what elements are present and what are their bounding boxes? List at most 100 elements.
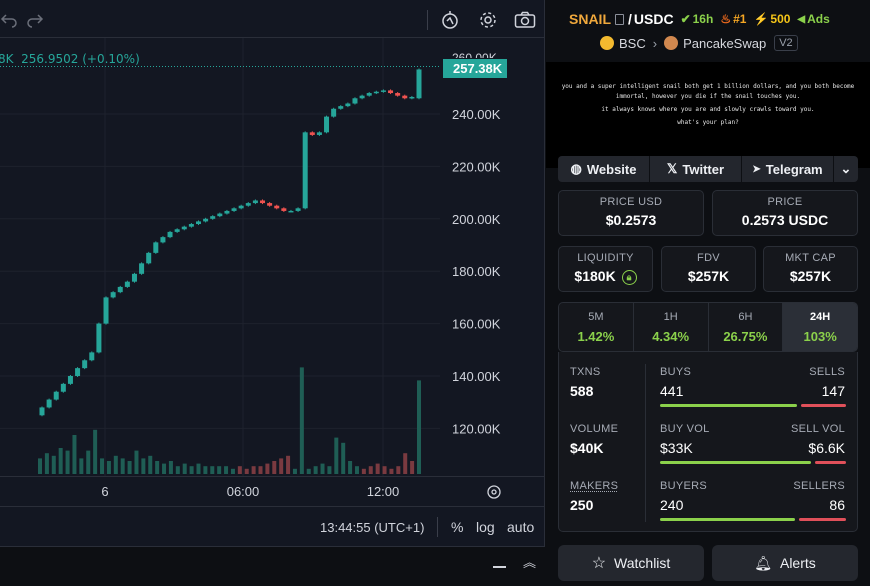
tab-1h[interactable]: 1H 4.34% bbox=[634, 303, 709, 351]
telegram-link[interactable]: ➤ Telegram bbox=[742, 156, 834, 182]
alerts-button[interactable]: 🔔︎ Alerts bbox=[712, 545, 858, 581]
candle bbox=[274, 205, 280, 209]
time-settings-icon[interactable] bbox=[486, 484, 502, 505]
ads-badge[interactable]: ◀ Ads bbox=[797, 12, 830, 26]
candle bbox=[160, 237, 166, 243]
banner-line: it always knows where you are and slowly… bbox=[601, 106, 815, 113]
volume-bar bbox=[189, 466, 194, 474]
percent-scale-button[interactable]: % bbox=[451, 519, 464, 535]
minimize-icon[interactable] bbox=[493, 566, 506, 568]
candle bbox=[295, 208, 301, 211]
redo-arrow-icon[interactable] bbox=[24, 9, 46, 31]
volume-bar bbox=[155, 461, 160, 474]
last-price-badge: 257.38K bbox=[443, 59, 507, 78]
candle bbox=[167, 231, 173, 238]
candle bbox=[402, 95, 408, 99]
candle bbox=[203, 218, 209, 222]
bsc-chain-icon bbox=[600, 36, 614, 50]
y-tick-label: 140.00K bbox=[452, 369, 501, 384]
tab-24h[interactable]: 24H 103% bbox=[783, 303, 857, 351]
volume-bar bbox=[361, 468, 366, 474]
volume-bar bbox=[286, 455, 291, 474]
volume-bar bbox=[306, 468, 311, 474]
candle bbox=[153, 242, 159, 253]
candle bbox=[174, 229, 180, 232]
mcap-label: MKT CAP bbox=[785, 252, 836, 264]
y-tick-label: 220.00K bbox=[452, 159, 501, 174]
dex-name[interactable]: PancakeSwap bbox=[683, 35, 767, 51]
candle bbox=[224, 210, 230, 214]
candle bbox=[380, 90, 386, 92]
expand-up-icon[interactable]: ︽ bbox=[523, 555, 537, 570]
boosts[interactable]: ⚡ 500 bbox=[753, 12, 791, 26]
candle bbox=[267, 203, 273, 206]
auto-scale-button[interactable]: auto bbox=[507, 519, 535, 535]
website-link[interactable]: ◍ Website bbox=[558, 156, 650, 182]
base-token-symbol: SNAIL bbox=[569, 11, 611, 27]
candle bbox=[395, 93, 401, 96]
candle bbox=[359, 95, 365, 99]
tab-5m[interactable]: 5M 1.42% bbox=[559, 303, 634, 351]
chain-name[interactable]: BSC bbox=[619, 35, 646, 51]
candle bbox=[309, 132, 315, 135]
price-native-value: 0.2573 USDC bbox=[741, 212, 829, 228]
candle bbox=[89, 352, 95, 361]
liquidity-label: LIQUIDITY bbox=[577, 252, 634, 264]
volume-bar bbox=[113, 455, 118, 474]
twitter-link[interactable]: 𝕏 Twitter bbox=[650, 156, 742, 182]
buys-value: 441 bbox=[660, 383, 684, 399]
tab-6h[interactable]: 6H 26.75% bbox=[709, 303, 784, 351]
buy-vol-ratio-bar bbox=[660, 461, 811, 464]
bell-icon: 🔔︎ bbox=[754, 554, 772, 571]
trending-rank[interactable]: ♨ #1 bbox=[720, 12, 747, 26]
buyers-value: 240 bbox=[660, 497, 684, 513]
volume-bar bbox=[375, 463, 380, 474]
buys-label: BUYS bbox=[660, 366, 692, 378]
undo-arrow-icon[interactable] bbox=[0, 9, 20, 31]
y-tick-label: 160.00K bbox=[452, 317, 501, 332]
watchlist-button[interactable]: ☆ Watchlist bbox=[558, 545, 704, 581]
x-axis: 6 06:00 12:00 bbox=[0, 476, 545, 506]
price-native-card: PRICE 0.2573 USDC bbox=[712, 190, 858, 236]
time-readout[interactable]: 13:44:55 (UTC+1) bbox=[320, 520, 425, 535]
chevron-down-icon: ⌄ bbox=[840, 161, 852, 176]
volume-bar bbox=[258, 466, 263, 474]
x-logo-icon: 𝕏 bbox=[666, 161, 678, 176]
volume-bar bbox=[417, 380, 421, 474]
price-chart[interactable]: 120.00K 140.00K 160.00K 180.00K 200.00K 220.0… bbox=[0, 38, 545, 476]
makers-label[interactable]: MAKERS bbox=[570, 480, 619, 492]
fdv-card: FDV $257K bbox=[661, 246, 756, 292]
replay-icon[interactable] bbox=[439, 9, 461, 31]
buy-vol-label: BUY VOL bbox=[660, 423, 710, 435]
candle bbox=[210, 216, 216, 219]
candle bbox=[131, 273, 137, 282]
volume-bar bbox=[320, 463, 325, 474]
makers-value: 250 bbox=[570, 497, 594, 513]
volume-bar bbox=[403, 453, 408, 474]
pair-separator: / bbox=[628, 11, 632, 27]
volume-bar bbox=[182, 463, 187, 474]
candle bbox=[139, 263, 145, 274]
lock-icon[interactable]: 🔒︎ bbox=[621, 269, 637, 285]
volume-bar bbox=[134, 450, 139, 474]
camera-icon[interactable] bbox=[514, 9, 536, 31]
sprout-icon: ✔ bbox=[680, 12, 691, 26]
copy-icon[interactable] bbox=[615, 13, 624, 25]
gear-icon[interactable] bbox=[477, 9, 499, 31]
more-links-button[interactable]: ⌄ bbox=[834, 156, 858, 182]
candle bbox=[46, 399, 52, 408]
globe-icon: ◍ bbox=[570, 161, 582, 176]
sells-ratio-bar bbox=[801, 404, 846, 407]
candle bbox=[373, 91, 379, 94]
y-axis-labels: 120.00K 140.00K 160.00K 180.00K 200.00K 220.0… bbox=[452, 107, 501, 436]
y-tick-label: 200.00K bbox=[452, 212, 501, 227]
log-scale-button[interactable]: log bbox=[476, 519, 495, 535]
candle bbox=[181, 226, 187, 230]
megaphone-icon: ◀ bbox=[797, 13, 806, 25]
candle bbox=[331, 108, 337, 117]
sell-vol-label: SELL VOL bbox=[791, 423, 845, 435]
sells-value: 147 bbox=[821, 383, 845, 399]
volume-bar bbox=[162, 463, 167, 474]
volume-bar bbox=[38, 458, 42, 474]
fdv-value: $257K bbox=[687, 268, 730, 284]
